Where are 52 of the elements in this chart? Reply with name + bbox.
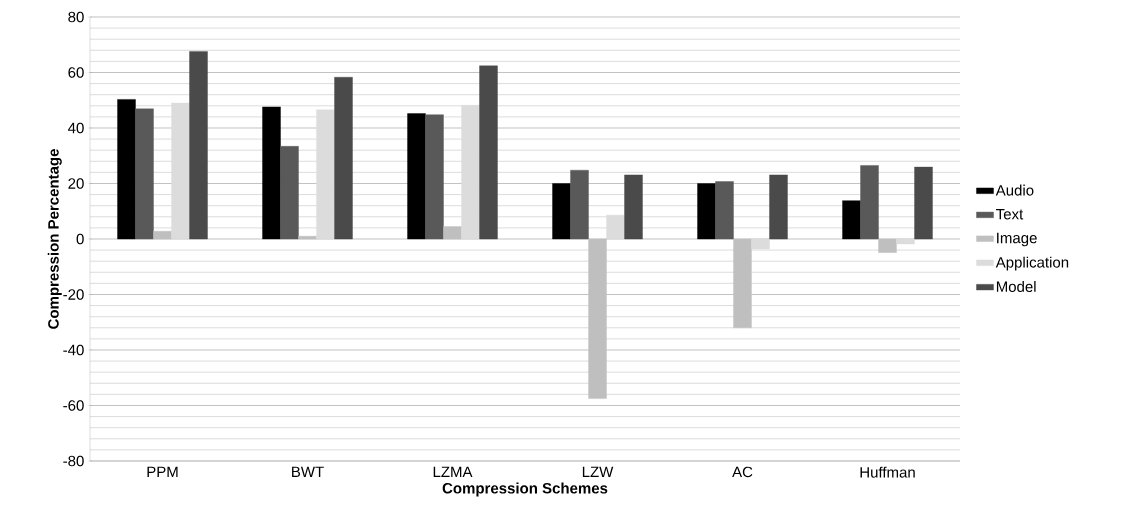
bar bbox=[697, 183, 716, 240]
bar bbox=[262, 106, 281, 240]
bar bbox=[171, 102, 190, 240]
y-tick-label: -80 bbox=[63, 455, 84, 467]
bar bbox=[751, 238, 770, 250]
bar bbox=[733, 238, 752, 328]
x-tick-label: AC bbox=[732, 466, 753, 478]
legend-label: Text bbox=[996, 208, 1024, 220]
x-tick-label: LZW bbox=[582, 466, 614, 477]
bar bbox=[316, 109, 335, 240]
bar bbox=[189, 51, 208, 240]
bar bbox=[570, 169, 589, 240]
bar bbox=[769, 174, 788, 240]
bar bbox=[117, 99, 136, 240]
bar bbox=[552, 183, 571, 240]
y-tick-label: -40 bbox=[63, 344, 84, 356]
bar bbox=[334, 77, 353, 240]
bar bbox=[842, 200, 861, 240]
bar bbox=[153, 231, 172, 240]
x-tick-label: PPM bbox=[147, 466, 178, 477]
legend-label: Model bbox=[996, 280, 1036, 292]
x-tick-label: BWT bbox=[292, 466, 324, 477]
bar bbox=[280, 146, 299, 240]
y-tick-label: 60 bbox=[68, 67, 84, 78]
bar bbox=[425, 114, 444, 240]
bar bbox=[860, 165, 879, 240]
bar bbox=[461, 105, 480, 240]
bar bbox=[135, 108, 154, 240]
bar bbox=[407, 113, 426, 240]
y-tick-label: -60 bbox=[63, 400, 84, 411]
legend-label: Audio bbox=[995, 184, 1034, 196]
legend-label: Image bbox=[997, 232, 1037, 247]
x-axis-title: Compression Schemes bbox=[442, 482, 608, 497]
y-tick-label: 0 bbox=[76, 233, 84, 245]
bar bbox=[896, 238, 915, 245]
x-tick-label: Huffman bbox=[860, 466, 915, 478]
bar bbox=[588, 238, 607, 399]
bar bbox=[878, 238, 897, 253]
x-tick-label: LZMA bbox=[433, 466, 473, 477]
legend-label: Application bbox=[995, 256, 1069, 271]
bar bbox=[624, 174, 643, 240]
bar bbox=[298, 236, 317, 240]
bar bbox=[715, 181, 734, 240]
y-tick-label: -20 bbox=[63, 289, 84, 300]
bar bbox=[914, 166, 933, 240]
bar bbox=[443, 226, 462, 240]
y-tick-label: 40 bbox=[68, 122, 84, 134]
y-tick-label: 80 bbox=[68, 11, 84, 23]
bar bbox=[479, 65, 498, 240]
y-tick-label: 20 bbox=[68, 178, 84, 189]
bar bbox=[606, 214, 625, 240]
y-axis-title: Compression Percentage bbox=[47, 149, 62, 329]
